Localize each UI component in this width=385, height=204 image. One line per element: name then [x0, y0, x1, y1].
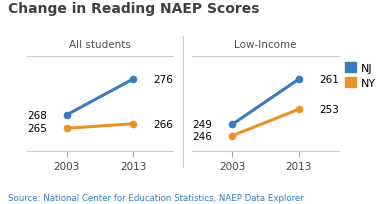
Text: 268: 268 [27, 110, 47, 120]
Text: Change in Reading NAEP Scores: Change in Reading NAEP Scores [8, 2, 259, 16]
Text: 276: 276 [153, 74, 173, 84]
Text: Low-Income: Low-Income [234, 40, 297, 50]
Text: Source: National Center for Education Statistics, NAEP Data Explorer: Source: National Center for Education St… [8, 193, 303, 202]
Text: 246: 246 [192, 131, 213, 141]
Text: 266: 266 [153, 119, 173, 129]
Text: 253: 253 [319, 105, 339, 115]
Text: 261: 261 [319, 75, 339, 85]
Legend: NJ, NY: NJ, NY [345, 63, 376, 89]
Text: 249: 249 [192, 120, 213, 130]
Text: 265: 265 [27, 124, 47, 134]
Text: All students: All students [69, 40, 131, 50]
